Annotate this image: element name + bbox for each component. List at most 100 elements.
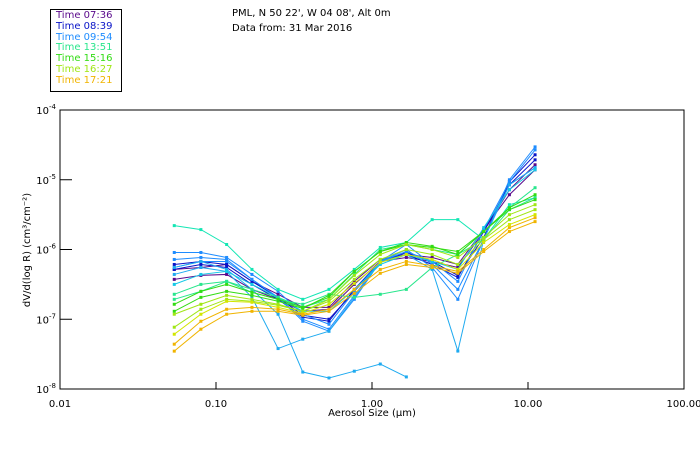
data-point	[404, 255, 408, 259]
data-point	[430, 265, 434, 269]
data-point	[172, 277, 176, 281]
data-point	[172, 262, 176, 266]
data-point	[172, 272, 176, 276]
data-point	[301, 313, 305, 317]
data-point	[276, 295, 280, 299]
data-point	[199, 272, 203, 276]
data-point	[199, 259, 203, 263]
data-point	[199, 289, 203, 293]
data-point	[507, 230, 511, 234]
data-point	[276, 289, 280, 293]
data-point	[250, 267, 254, 271]
data-point	[301, 337, 305, 341]
data-point	[404, 375, 408, 379]
data-point	[250, 297, 254, 301]
data-point	[404, 259, 408, 263]
data-point	[172, 257, 176, 261]
data-point	[456, 287, 460, 291]
data-point	[378, 267, 382, 271]
data-point	[378, 271, 382, 275]
data-point	[250, 305, 254, 309]
data-point	[276, 305, 280, 309]
data-point	[482, 228, 486, 232]
data-point	[199, 327, 203, 331]
series	[172, 203, 537, 316]
data-point	[327, 317, 331, 321]
data-point	[225, 299, 229, 303]
data-point	[199, 255, 203, 259]
series-line	[174, 169, 536, 308]
data-point	[172, 282, 176, 286]
series	[172, 208, 537, 329]
data-point	[172, 267, 176, 271]
data-point	[456, 269, 460, 273]
data-point	[507, 183, 511, 187]
y-tick-label: 10-5	[36, 173, 56, 187]
legend-item: Time 15:16	[56, 53, 113, 65]
data-point	[404, 250, 408, 254]
data-point	[250, 272, 254, 276]
data-point	[301, 297, 305, 301]
data-point	[276, 299, 280, 303]
data-point	[533, 166, 537, 170]
data-point	[378, 252, 382, 256]
data-point	[327, 307, 331, 311]
data-point	[533, 186, 537, 190]
data-point	[404, 252, 408, 256]
data-point	[327, 322, 331, 326]
data-point	[533, 153, 537, 157]
data-point	[250, 293, 254, 297]
data-point	[301, 302, 305, 306]
data-point	[456, 349, 460, 353]
data-point	[327, 376, 331, 380]
data-point	[225, 269, 229, 273]
data-point	[172, 292, 176, 296]
data-point	[276, 312, 280, 316]
chart-header: PML, N 50 22', W 04 08', Alt 0m Data fro…	[232, 6, 391, 36]
data-point	[301, 306, 305, 310]
data-point	[507, 193, 511, 197]
data-point	[199, 312, 203, 316]
data-point	[456, 275, 460, 279]
data-point	[327, 305, 331, 309]
data-point	[172, 302, 176, 306]
data-point	[352, 269, 356, 273]
data-point	[276, 347, 280, 351]
data-point	[430, 248, 434, 251]
data-point	[378, 250, 382, 254]
data-point	[225, 279, 229, 283]
series	[172, 220, 537, 353]
data-point	[430, 255, 434, 259]
data-point	[507, 226, 511, 230]
data-point	[456, 252, 460, 256]
data-point	[250, 309, 254, 313]
data-point	[404, 248, 408, 251]
data-point	[352, 287, 356, 291]
data-point	[327, 297, 331, 301]
data-point	[225, 265, 229, 269]
data-point	[507, 203, 511, 207]
data-point	[533, 158, 537, 162]
x-tick-label: 0.01	[49, 399, 71, 410]
series	[172, 198, 537, 313]
data-point	[456, 262, 460, 266]
data-point	[430, 257, 434, 261]
data-point	[378, 362, 382, 366]
data-point	[507, 223, 511, 227]
data-point	[430, 252, 434, 256]
data-point	[225, 272, 229, 276]
legend-item: Time 17:21	[56, 74, 113, 86]
data-point	[456, 271, 460, 275]
data-point	[225, 267, 229, 271]
data-point	[301, 319, 305, 323]
data-point	[327, 295, 331, 299]
series-line	[174, 260, 407, 379]
data-point	[456, 273, 460, 277]
data-point	[533, 168, 537, 172]
data-point	[533, 220, 537, 224]
data-point	[327, 319, 331, 323]
legend-item: Time 13:51	[56, 42, 113, 54]
data-point	[352, 297, 356, 301]
data-point	[378, 260, 382, 264]
